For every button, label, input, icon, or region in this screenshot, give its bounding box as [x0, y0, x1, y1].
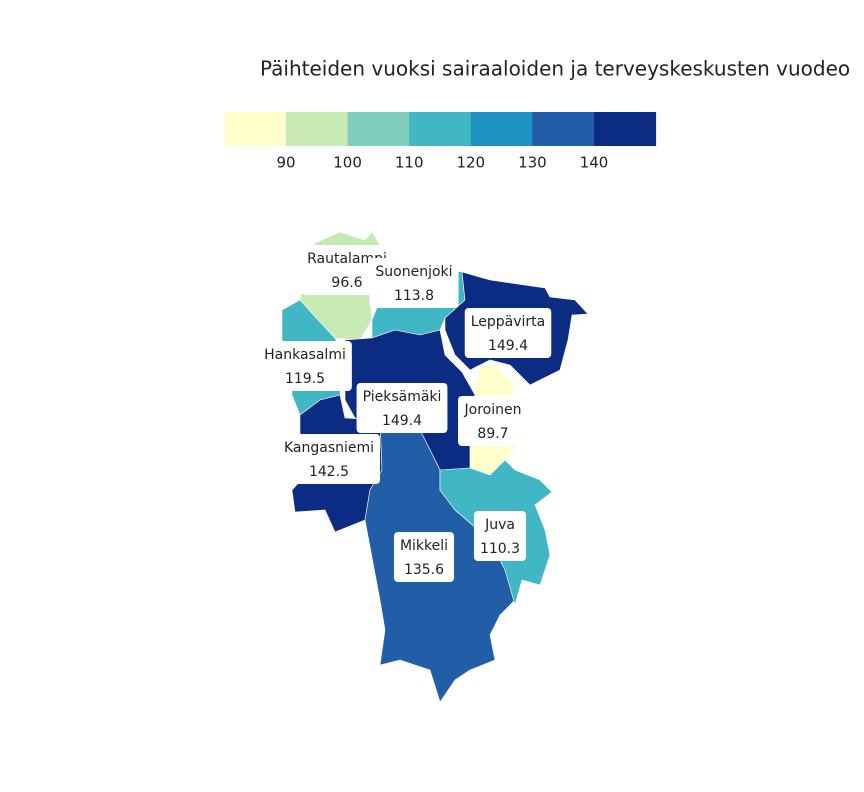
legend-tick-label: 100 [333, 154, 362, 172]
label-box [356, 383, 448, 433]
legend-tick-label: 120 [456, 154, 485, 172]
region-value: 135.6 [404, 562, 444, 578]
region-name: Rautalampi [307, 251, 387, 267]
region-name: Leppävirta [471, 314, 546, 330]
legend-swatch [409, 112, 472, 146]
legend-tick-label: 140 [580, 154, 609, 172]
label-box [464, 308, 552, 358]
legend-swatch [532, 112, 595, 146]
map-title: Päihteiden vuoksi sairaaloiden ja tervey… [260, 57, 850, 81]
legend-swatch [347, 112, 410, 146]
region-name: Suonenjoki [375, 264, 452, 280]
region-value: 149.4 [382, 413, 422, 429]
region-name: Kangasniemi [284, 440, 374, 456]
label-box [473, 511, 527, 561]
legend-tick-label: 110 [395, 154, 424, 172]
legend-swatch [470, 112, 533, 146]
region-value: 119.5 [285, 371, 325, 387]
label-box [458, 396, 528, 446]
legend-swatch [286, 112, 349, 146]
legend-swatch [224, 112, 287, 146]
label-box [258, 341, 352, 391]
region-value: 110.3 [480, 541, 520, 557]
region-name: Juva [484, 517, 515, 533]
region-value: 96.6 [331, 275, 362, 291]
region-name: Hankasalmi [264, 347, 346, 363]
label-box [369, 258, 459, 308]
legend-tick-label: 90 [276, 154, 295, 172]
region-name: Mikkeli [400, 538, 448, 554]
region-value: 142.5 [309, 464, 349, 480]
region-value: 113.8 [394, 288, 434, 304]
label-box [277, 434, 381, 484]
label-box [393, 532, 455, 582]
legend-swatch [594, 112, 657, 146]
legend-tick-label: 130 [518, 154, 547, 172]
region-name: Pieksämäki [363, 389, 442, 405]
region-value: 89.7 [477, 426, 508, 442]
region-name: Joroinen [464, 402, 522, 418]
region-value: 149.4 [488, 338, 528, 354]
